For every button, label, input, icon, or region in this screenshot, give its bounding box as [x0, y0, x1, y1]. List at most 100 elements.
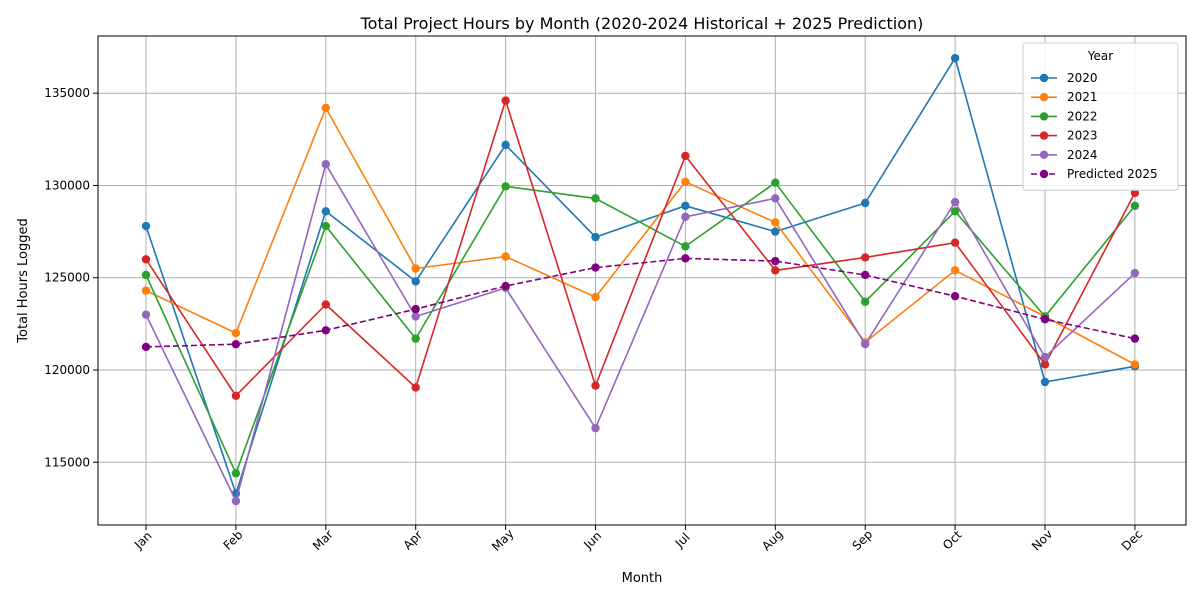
data-point	[861, 270, 870, 280]
data-point	[231, 339, 241, 349]
legend-marker	[1039, 169, 1049, 179]
data-point	[771, 256, 780, 266]
y-tick-label: 125000	[44, 271, 90, 285]
y-tick-label: 120000	[44, 363, 90, 377]
data-point	[861, 198, 870, 208]
series-line	[145, 163, 1136, 502]
series-line	[145, 57, 1136, 495]
series-line	[145, 257, 1136, 348]
x-axis-label: Month	[622, 571, 663, 586]
plot-frame	[97, 35, 1187, 526]
data-point	[411, 383, 420, 392]
legend-marker	[1039, 93, 1049, 102]
data-point	[141, 286, 151, 295]
data-point	[501, 281, 510, 291]
data-point	[1130, 268, 1140, 278]
data-point	[231, 469, 241, 478]
data-point	[231, 496, 241, 506]
data-point	[771, 266, 780, 275]
data-point	[591, 381, 600, 390]
legend-label: 2024	[1067, 148, 1098, 162]
legend-entry: 2022	[1031, 109, 1098, 123]
data-point	[321, 103, 330, 113]
data-point	[1040, 352, 1050, 362]
data-point	[411, 277, 420, 286]
data-point	[591, 232, 600, 242]
legend-label: 2022	[1067, 109, 1098, 123]
data-point	[321, 160, 330, 169]
data-point	[1130, 201, 1140, 210]
y-tick-label: 115000	[44, 455, 90, 469]
data-point	[771, 178, 780, 187]
legend-label: 2023	[1067, 129, 1098, 143]
data-point	[141, 342, 151, 352]
data-point	[591, 263, 600, 272]
series-line	[145, 99, 1136, 397]
series-2024	[141, 160, 1140, 506]
data-point	[501, 96, 510, 105]
data-point	[681, 151, 690, 161]
legend-marker	[1039, 150, 1049, 159]
data-point	[411, 312, 420, 321]
data-point	[1130, 334, 1140, 343]
data-point	[591, 194, 600, 203]
data-point	[1130, 360, 1140, 369]
data-point	[321, 207, 330, 216]
series-line	[145, 107, 1136, 366]
y-tick-label: 135000	[44, 86, 90, 100]
data-point	[141, 255, 151, 264]
data-point	[411, 264, 420, 273]
data-point	[411, 334, 420, 343]
data-point	[771, 194, 780, 203]
data-point	[141, 270, 151, 280]
data-point	[950, 207, 960, 216]
legend-marker	[1039, 131, 1049, 140]
data-point	[141, 221, 151, 231]
data-point	[950, 197, 960, 207]
legend-entry: 2021	[1031, 90, 1098, 104]
data-point	[950, 291, 960, 301]
legend-entry: 2024	[1031, 148, 1098, 162]
data-point	[1040, 315, 1050, 324]
data-point	[411, 304, 420, 314]
data-point	[321, 221, 330, 231]
y-axis-label: Total Hours Logged	[16, 218, 31, 343]
series-2023	[141, 96, 1140, 401]
data-point	[950, 266, 960, 275]
data-point	[591, 423, 600, 433]
data-point	[501, 182, 510, 191]
legend-entry: 2023	[1031, 129, 1098, 143]
legend-title: Year	[1087, 49, 1113, 63]
data-point	[681, 254, 690, 263]
data-point	[681, 242, 690, 251]
legend-entry: Predicted 2025	[1031, 167, 1158, 181]
legend-label: 2021	[1067, 90, 1098, 104]
legend-label: Predicted 2025	[1067, 167, 1158, 181]
data-point	[1130, 188, 1140, 198]
data-point	[321, 300, 330, 309]
data-point	[321, 326, 330, 335]
data-point	[681, 201, 690, 210]
legend-box	[1022, 42, 1179, 191]
data-point	[1040, 377, 1050, 387]
series-predicted-2025	[141, 254, 1140, 352]
data-point	[141, 310, 151, 319]
data-point	[861, 297, 870, 306]
data-point	[681, 177, 690, 186]
legend-entry: 2020	[1031, 71, 1098, 85]
y-tick-label: 130000	[44, 178, 90, 192]
data-point	[681, 212, 690, 222]
legend-marker	[1039, 112, 1049, 121]
chart-title: Total Project Hours by Month (2020-2024 …	[360, 14, 924, 33]
data-point	[501, 252, 510, 261]
data-point	[771, 218, 780, 227]
data-point	[501, 140, 510, 150]
data-point	[1040, 360, 1050, 369]
data-point	[861, 253, 870, 262]
data-point	[591, 292, 600, 302]
data-point	[771, 227, 780, 236]
data-point	[950, 238, 960, 247]
data-point	[231, 391, 241, 401]
data-point	[231, 328, 241, 338]
data-point	[861, 339, 870, 349]
